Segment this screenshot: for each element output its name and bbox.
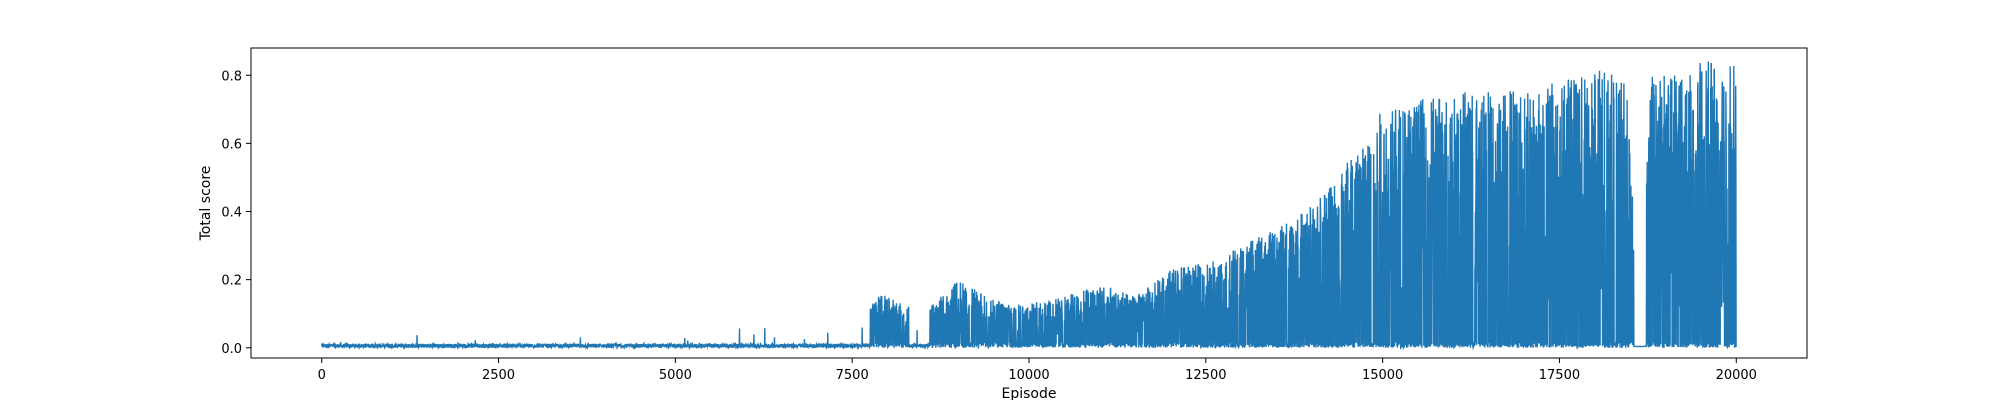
y-tick-label: 0.4 xyxy=(221,206,242,221)
x-tick-label: 10000 xyxy=(1008,368,1049,383)
y-tick-label: 0.6 xyxy=(221,137,242,152)
y-tick-label: 0.8 xyxy=(221,69,242,84)
x-tick-label: 7500 xyxy=(836,368,869,383)
y-tick-label: 0.2 xyxy=(221,274,242,289)
x-tick-label: 12500 xyxy=(1185,368,1226,383)
x-tick-label: 5000 xyxy=(659,368,692,383)
y-axis: 0.0 0.2 0.4 0.6 0.8 xyxy=(221,69,251,357)
x-axis: 0 2500 5000 7500 10000 12500 15000 17500 20000 xyxy=(318,358,1757,383)
y-axis-label: Total score xyxy=(198,166,214,242)
y-tick-label: 0.0 xyxy=(221,342,242,357)
x-tick-label: 17500 xyxy=(1539,368,1580,383)
x-axis-label: Episode xyxy=(1002,386,1057,400)
x-tick-label: 20000 xyxy=(1716,368,1757,383)
x-tick-label: 0 xyxy=(318,368,326,383)
score-series-line xyxy=(321,61,1737,351)
x-tick-label: 2500 xyxy=(482,368,515,383)
x-tick-label: 15000 xyxy=(1362,368,1403,383)
series-layer xyxy=(321,61,1737,351)
